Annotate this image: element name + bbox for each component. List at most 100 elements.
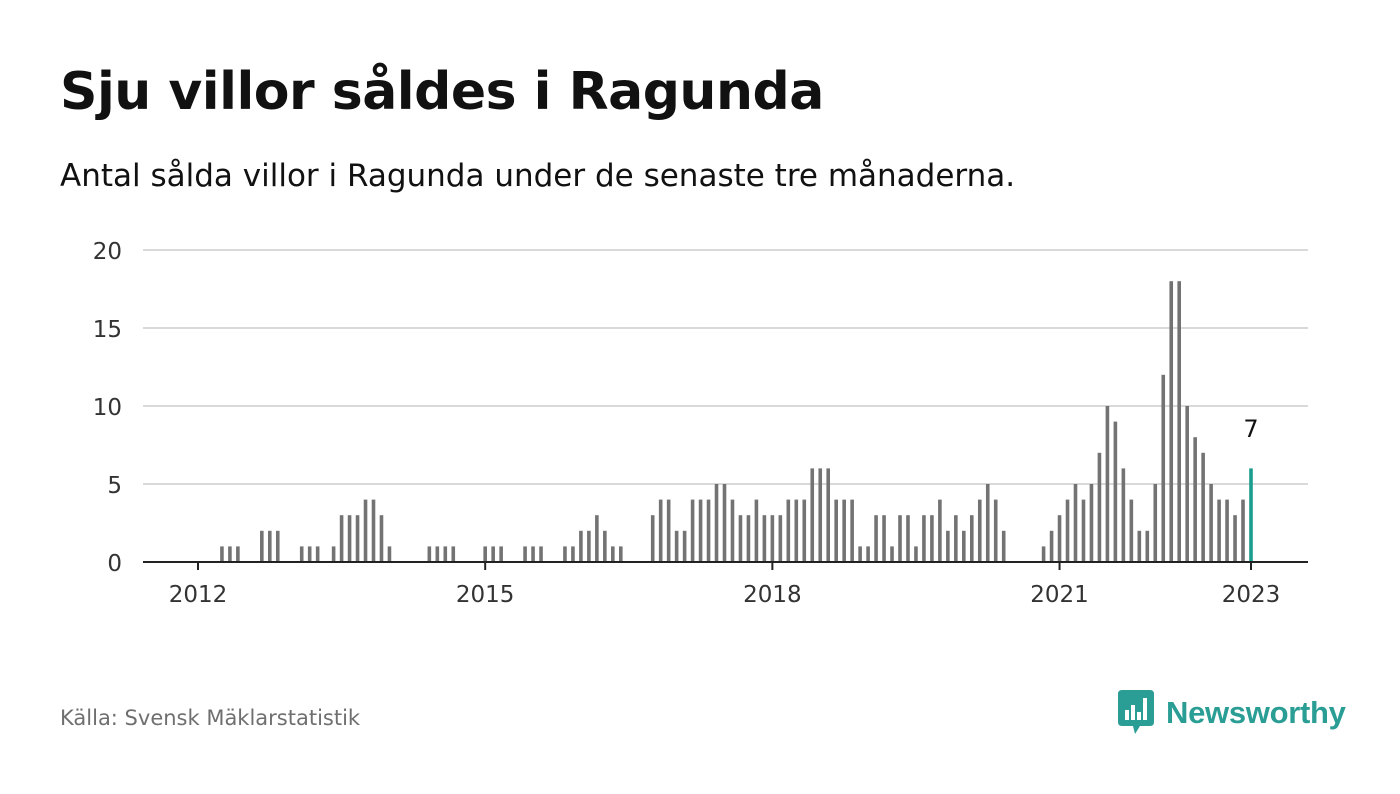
bar xyxy=(1161,374,1166,562)
bar xyxy=(882,515,886,562)
bar xyxy=(299,546,304,562)
bar xyxy=(794,499,799,562)
bar xyxy=(977,499,982,562)
bar xyxy=(993,499,998,562)
bar xyxy=(1145,530,1150,562)
bar xyxy=(571,546,575,562)
bar xyxy=(746,515,751,562)
bar xyxy=(858,546,862,562)
bar xyxy=(1073,484,1078,562)
bar xyxy=(922,515,926,562)
source-note: Källa: Svensk Mäklarstatistik xyxy=(60,706,361,730)
bar xyxy=(866,546,870,562)
bar xyxy=(969,515,974,562)
bar xyxy=(682,530,687,562)
bar xyxy=(938,499,942,562)
y-tick-label: 15 xyxy=(93,317,122,343)
bar xyxy=(754,499,759,562)
brand-name: Newsworthy xyxy=(1166,695,1346,730)
bar xyxy=(714,484,719,562)
bar xyxy=(1233,515,1237,562)
bar xyxy=(611,546,615,562)
bar xyxy=(579,530,583,562)
bar xyxy=(1137,530,1142,562)
bar xyxy=(1001,530,1006,562)
bar xyxy=(826,468,831,562)
bar xyxy=(379,515,384,562)
bar xyxy=(267,530,272,562)
bar xyxy=(618,546,623,562)
bar xyxy=(539,546,543,562)
newsworthy-logo-icon xyxy=(1118,690,1154,734)
bar xyxy=(1185,406,1189,562)
x-tick-label: 2015 xyxy=(456,582,515,608)
bar xyxy=(228,546,232,562)
bar xyxy=(1065,499,1070,562)
bar xyxy=(1153,484,1158,562)
bar xyxy=(499,546,503,562)
bar xyxy=(786,499,791,562)
brand-logo: Newsworthy xyxy=(1118,690,1346,736)
bar xyxy=(898,515,902,562)
bar xyxy=(275,530,280,562)
bar xyxy=(443,546,448,562)
bar xyxy=(985,484,990,562)
bar xyxy=(1089,484,1094,562)
bar xyxy=(483,546,487,562)
bar xyxy=(451,546,456,562)
bar xyxy=(762,515,767,562)
bar xyxy=(802,499,807,562)
bar xyxy=(1041,546,1046,562)
bar xyxy=(738,515,743,562)
bar xyxy=(1193,437,1197,562)
bar xyxy=(906,515,910,562)
bar xyxy=(1241,499,1245,562)
x-tick-label: 2018 xyxy=(743,582,802,608)
bar xyxy=(850,499,854,562)
y-tick-label: 0 xyxy=(107,551,122,577)
bar xyxy=(1209,484,1213,562)
data-label: 7 xyxy=(1243,415,1258,443)
bar xyxy=(1081,499,1086,562)
bar xyxy=(1049,530,1054,562)
bar xyxy=(1169,281,1174,562)
bar xyxy=(706,499,711,562)
bar xyxy=(331,546,336,562)
bar xyxy=(523,546,527,562)
bar xyxy=(722,484,727,562)
bar xyxy=(1177,281,1182,562)
bar xyxy=(1121,468,1126,562)
x-tick-label: 2023 xyxy=(1222,582,1281,608)
bar xyxy=(387,546,392,562)
bar xyxy=(531,546,535,562)
bar xyxy=(220,546,224,562)
bar xyxy=(1129,499,1134,562)
bar xyxy=(1105,406,1110,562)
bar xyxy=(874,515,878,562)
bar xyxy=(1217,499,1221,562)
bar-highlight xyxy=(1249,468,1253,562)
bar xyxy=(698,499,703,562)
x-tick-label: 2012 xyxy=(169,582,228,608)
bar xyxy=(1225,499,1229,562)
bar xyxy=(962,530,966,562)
bar xyxy=(650,515,655,562)
bar xyxy=(778,515,783,562)
y-tick-label: 5 xyxy=(107,473,122,499)
bar xyxy=(690,499,695,562)
bar xyxy=(666,499,671,562)
bar xyxy=(946,530,950,562)
bar xyxy=(363,499,368,562)
bar xyxy=(674,530,679,562)
y-tick-label: 20 xyxy=(93,239,122,265)
bar xyxy=(491,546,495,562)
bar xyxy=(914,546,918,562)
bar xyxy=(954,515,958,562)
bar xyxy=(842,499,846,562)
bar xyxy=(890,546,894,562)
bar xyxy=(260,530,264,562)
x-tick-label: 2021 xyxy=(1030,582,1089,608)
bar xyxy=(347,515,352,562)
bar xyxy=(315,546,320,562)
